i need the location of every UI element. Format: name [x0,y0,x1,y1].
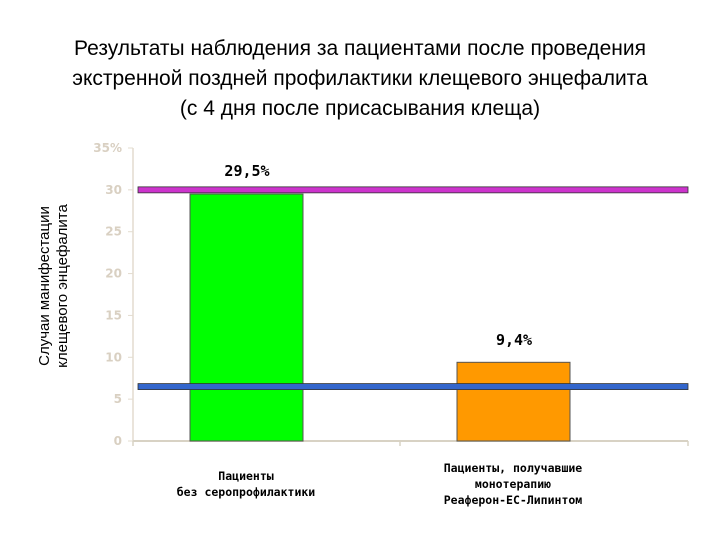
data-label-2: 9,4% [496,331,532,349]
y-tick-label: 15 [105,308,122,322]
title-line-3: (с 4 дня после присасывания клеща) [179,97,541,120]
y-tick-label: 25 [105,225,122,239]
x-category-2: Пациенты, получавшие монотерапию Реаферо… [398,460,628,508]
y-tick-label: 30 [105,183,122,197]
title-line-2: экстренной поздней профилактики клещевог… [72,67,648,90]
bar-1 [189,193,304,442]
x-category-2-line-3: Реаферон-ЕС-Липинтом [443,493,583,507]
y-tick-label: 0 [114,434,122,448]
x-category-1-line-1: Пациенты [218,469,274,483]
bar-2 [456,361,571,442]
x-category-1-line-2: без серопрофилактики [176,485,316,499]
y-tick-label: 10 [105,350,122,364]
y-tick-label: 35% [93,141,122,155]
y-tick-label: 5 [114,392,122,406]
chart-title: Результаты наблюдения за пациентами посл… [20,34,700,124]
x-category-1: Пациенты без серопрофилактики [131,468,361,500]
x-category-2-line-2: монотерапию [474,477,552,491]
reference-line-1 [137,186,689,194]
x-category-2-line-1: Пациенты, получавшие [443,461,583,475]
reference-line-2 [137,383,689,390]
title-line-1: Результаты наблюдения за пациентами посл… [74,37,646,60]
y-tick-label: 20 [105,267,122,281]
data-label-1: 29,5% [224,162,269,180]
